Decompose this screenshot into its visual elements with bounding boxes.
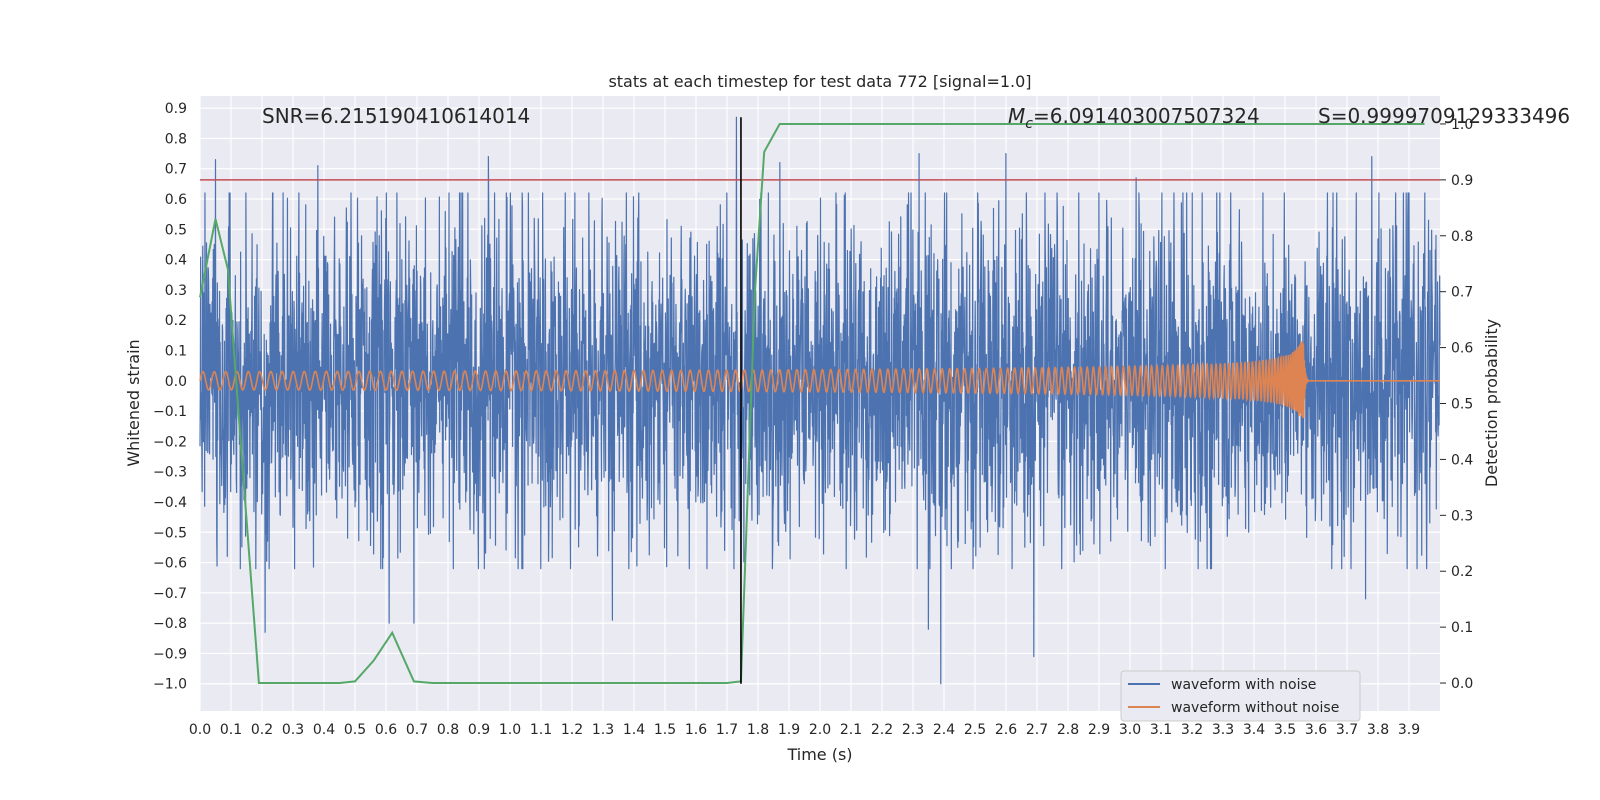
legend-label-noise: waveform with noise bbox=[1171, 677, 1316, 693]
x-tick-label: 2.8 bbox=[1057, 722, 1079, 738]
x-tick-label: 1.5 bbox=[654, 722, 676, 738]
x-tick-label: 1.7 bbox=[716, 722, 738, 738]
x-tick-label: 2.1 bbox=[840, 722, 862, 738]
y-tick-label: −0.4 bbox=[153, 495, 187, 511]
y2-tick-label: 0.6 bbox=[1451, 341, 1473, 357]
y2-tick-label: 0.8 bbox=[1451, 229, 1473, 245]
y-tick-label: −0.6 bbox=[153, 556, 187, 572]
x-tick-label: 1.8 bbox=[747, 722, 769, 738]
y2-tick-label: 0.7 bbox=[1451, 285, 1473, 301]
legend-box bbox=[1120, 670, 1361, 722]
x-tick-label: 1.4 bbox=[623, 722, 645, 738]
x-tick-label: 0.2 bbox=[251, 722, 273, 738]
y-tick-label: 0.4 bbox=[165, 253, 187, 269]
y-tick-label: −0.3 bbox=[153, 465, 187, 481]
x-tick-label: 1.2 bbox=[561, 722, 583, 738]
x-tick-label: 0.1 bbox=[220, 722, 242, 738]
snr-annotation: SNR=6.215190410614014 bbox=[262, 104, 530, 128]
x-tick-label: 0.6 bbox=[375, 722, 397, 738]
x-tick-label: 3.8 bbox=[1367, 722, 1389, 738]
y-tick-label: 0.0 bbox=[165, 374, 187, 390]
y2-tick-label: 0.3 bbox=[1451, 508, 1473, 524]
y2-tick-label: 1.0 bbox=[1451, 117, 1473, 133]
y2-tick-label: 0.9 bbox=[1451, 173, 1473, 189]
detection-probability-line bbox=[199, 122, 1425, 685]
waveform-without-noise-line bbox=[199, 341, 1440, 419]
x-tick-label: 2.0 bbox=[809, 722, 831, 738]
x-tick-label: 0.7 bbox=[406, 722, 428, 738]
x-tick-label: 3.7 bbox=[1336, 722, 1358, 738]
x-tick-label: 3.4 bbox=[1243, 722, 1265, 738]
y-tick-label: −0.9 bbox=[153, 646, 187, 662]
y-axis-label: Whitened strain bbox=[124, 339, 143, 466]
x-tick-label: 1.6 bbox=[685, 722, 707, 738]
x-tick-label: 2.4 bbox=[933, 722, 955, 738]
y-tick-label: −0.1 bbox=[153, 404, 187, 420]
x-tick-label: 2.5 bbox=[964, 722, 986, 738]
y-tick-label: 0.6 bbox=[165, 192, 187, 208]
x-tick-label: 3.9 bbox=[1398, 722, 1420, 738]
x-tick-label: 2.6 bbox=[995, 722, 1017, 738]
series-detection-probability bbox=[199, 122, 1425, 685]
y2-tick-label: 0.2 bbox=[1451, 564, 1473, 580]
x-tick-label: 2.7 bbox=[1026, 722, 1048, 738]
x-tick-label: 0.0 bbox=[189, 722, 211, 738]
y-tick-label: 0.5 bbox=[165, 222, 187, 238]
y2-tick-label: 0.5 bbox=[1451, 397, 1473, 413]
y-tick-label: 0.2 bbox=[165, 313, 187, 329]
series-waveform-without-noise bbox=[199, 341, 1440, 419]
s-annotation: S=0.9999709129333496 bbox=[1318, 104, 1570, 128]
x-tick-label: 1.1 bbox=[530, 722, 552, 738]
x-tick-label: 0.4 bbox=[313, 722, 335, 738]
x-tick-label: 3.3 bbox=[1212, 722, 1234, 738]
legend: waveform with noise waveform without noi… bbox=[1120, 670, 1361, 722]
x-tick-label: 3.6 bbox=[1305, 722, 1327, 738]
x-tick-label: 0.3 bbox=[282, 722, 304, 738]
chirp-mass-annotation: Mc=6.091403007507324 bbox=[1008, 104, 1260, 132]
y2-tick-label: 0.0 bbox=[1451, 676, 1473, 692]
x-tick-label: 0.9 bbox=[468, 722, 490, 738]
y-tick-label: −0.7 bbox=[153, 586, 187, 602]
x-tick-label: 3.2 bbox=[1181, 722, 1203, 738]
y-tick-label: 0.8 bbox=[165, 131, 187, 147]
y-tick-label: −1.0 bbox=[153, 677, 187, 693]
chart-title: stats at each timestep for test data 772… bbox=[608, 72, 1031, 91]
y-tick-label: −0.2 bbox=[153, 434, 187, 450]
legend-label-clean: waveform without noise bbox=[1171, 700, 1339, 716]
y-tick-label: 0.7 bbox=[165, 162, 187, 178]
x-tick-label: 3.0 bbox=[1119, 722, 1141, 738]
x-axis-label: Time (s) bbox=[786, 745, 852, 764]
y-tick-label: −0.8 bbox=[153, 616, 187, 632]
y-tick-label: 0.9 bbox=[165, 101, 187, 117]
x-tick-label: 3.1 bbox=[1150, 722, 1172, 738]
x-tick-label: 1.9 bbox=[778, 722, 800, 738]
series-waveform-with-noise bbox=[199, 116, 1441, 685]
y2-tick-label: 0.4 bbox=[1451, 452, 1473, 468]
x-tick-label: 1.0 bbox=[499, 722, 521, 738]
x-tick-label: 0.5 bbox=[344, 722, 366, 738]
x-tick-label: 3.5 bbox=[1274, 722, 1296, 738]
waveform-with-noise-line bbox=[199, 116, 1441, 685]
y2-axis-label: Detection probability bbox=[1482, 319, 1501, 487]
x-tick-label: 0.8 bbox=[437, 722, 459, 738]
x-tick-label: 1.3 bbox=[592, 722, 614, 738]
y-tick-label: 0.1 bbox=[165, 343, 187, 359]
axis-ticks: 0.0 0.1 0.2 0.3 0.4 0.5 0.6 0.7 0.8 0.9 1.0 1.1 1.2 1… bbox=[153, 101, 1473, 738]
x-tick-label: 2.3 bbox=[902, 722, 924, 738]
y-tick-label: 0.3 bbox=[165, 283, 187, 299]
x-tick-label: 2.9 bbox=[1088, 722, 1110, 738]
y2-tick-label: 0.1 bbox=[1451, 620, 1473, 636]
y-tick-label: −0.5 bbox=[153, 525, 187, 541]
x-tick-label: 2.2 bbox=[871, 722, 893, 738]
